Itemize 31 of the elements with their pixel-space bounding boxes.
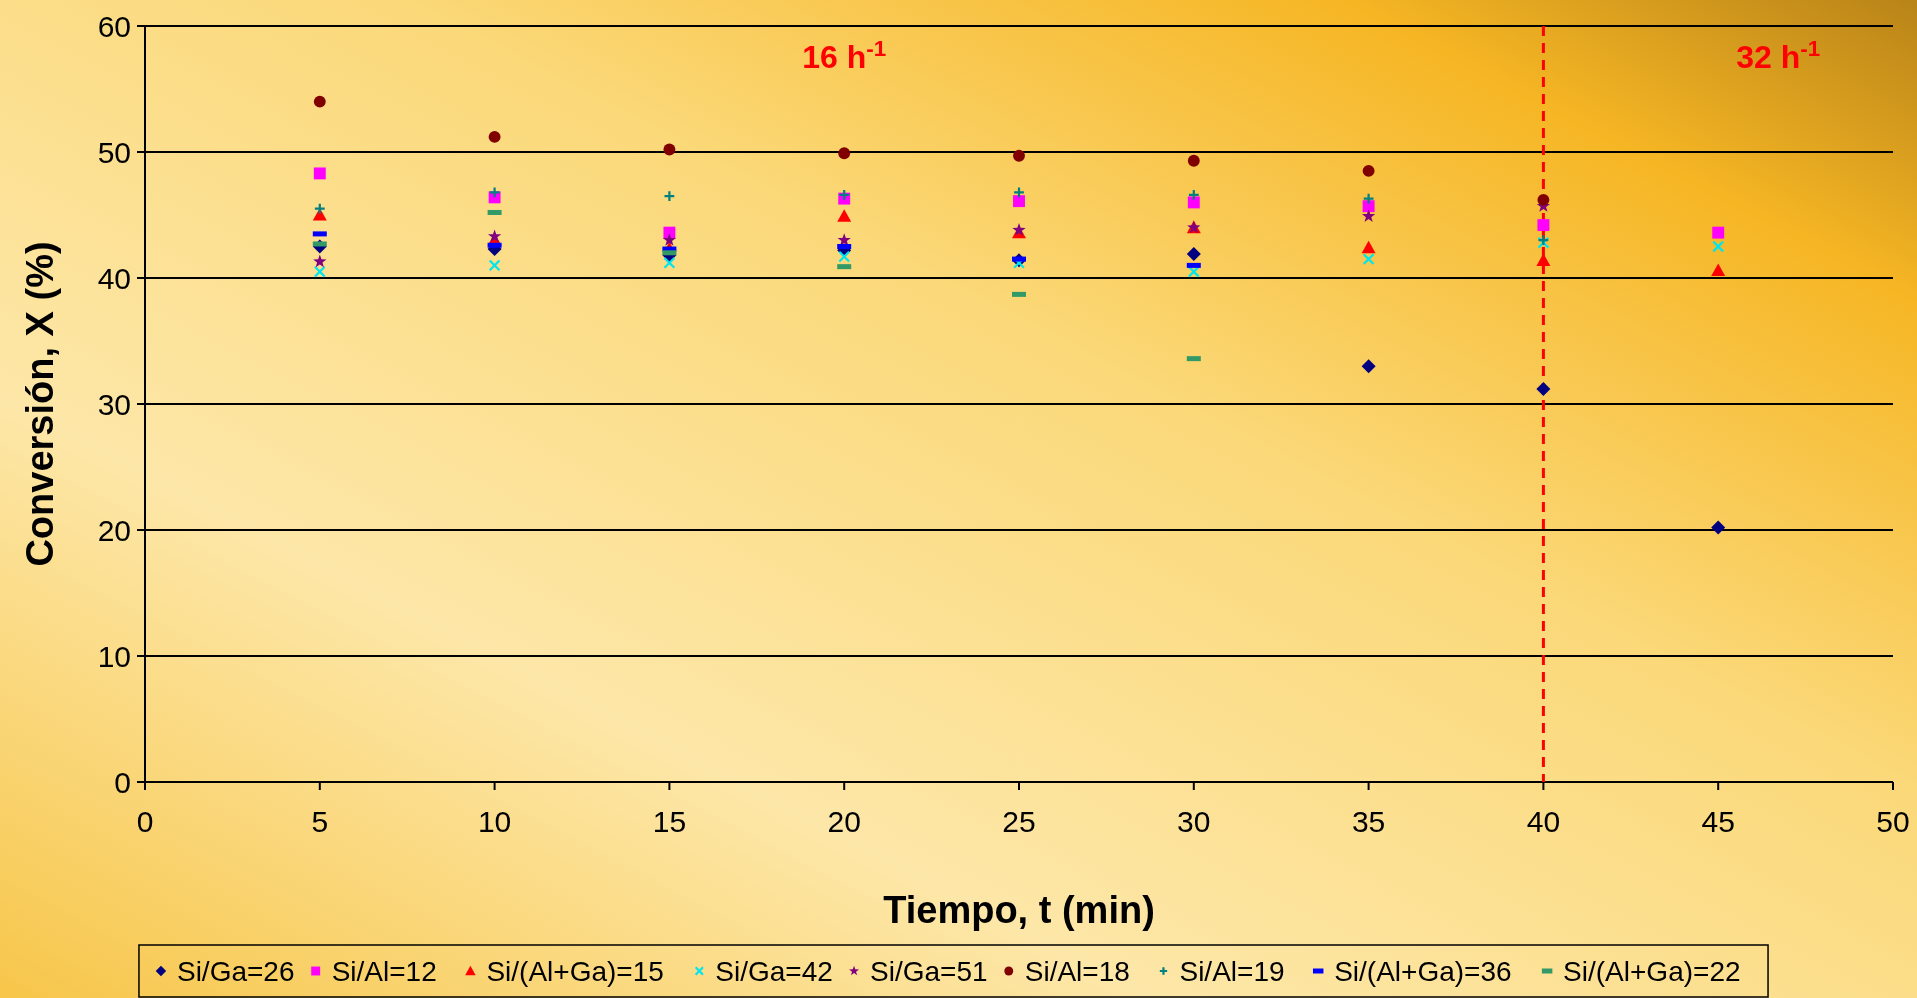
y-axis-title: Conversión, X (%) (19, 241, 61, 567)
x-tick-label: 45 (1701, 805, 1735, 838)
y-tick-label: 40 (97, 261, 131, 295)
legend-label: Si/(Al+Ga)=22 (1563, 955, 1741, 987)
x-tick-label: 40 (1526, 805, 1561, 838)
legend-label: Si/Al=18 (1024, 955, 1130, 987)
x-tick-label: 5 (311, 805, 329, 838)
y-tick-label: 0 (114, 765, 131, 799)
x-tick-label: 10 (477, 805, 512, 838)
x-tick-label: 25 (1002, 805, 1036, 838)
annotation: 32 h$^{-1}$ (1736, 35, 1821, 75)
y-tick-label: 60 (97, 9, 131, 43)
y-tick-label: 50 (97, 135, 131, 169)
x-tick-label: 30 (1177, 805, 1211, 838)
legend-label: Si/Al=19 (1179, 955, 1285, 987)
legend-label: Si/Al=12 (331, 955, 437, 987)
annotation: 16 h$^{-1}$ (802, 35, 887, 75)
legend-label: Si/(Al+Ga)=15 (486, 955, 664, 987)
legend-label: Si/Ga=26 (176, 955, 295, 987)
y-tick-label: 20 (97, 513, 131, 547)
x-tick-label: 15 (652, 805, 687, 838)
x-tick-label: 35 (1351, 805, 1386, 838)
x-tick-label: 20 (827, 805, 861, 838)
legend-label: Si/(Al+Ga)=36 (1334, 955, 1512, 987)
legend-label: Si/Ga=51 (870, 955, 988, 987)
x-tick-label: 0 (136, 805, 154, 838)
x-tick-label: 50 (1876, 805, 1910, 838)
legend-label: Si/Ga=42 (715, 955, 833, 987)
x-axis-title: Tiempo, t (min) (883, 889, 1155, 931)
y-tick-label: 30 (97, 387, 131, 421)
y-tick-label: 10 (97, 639, 131, 673)
